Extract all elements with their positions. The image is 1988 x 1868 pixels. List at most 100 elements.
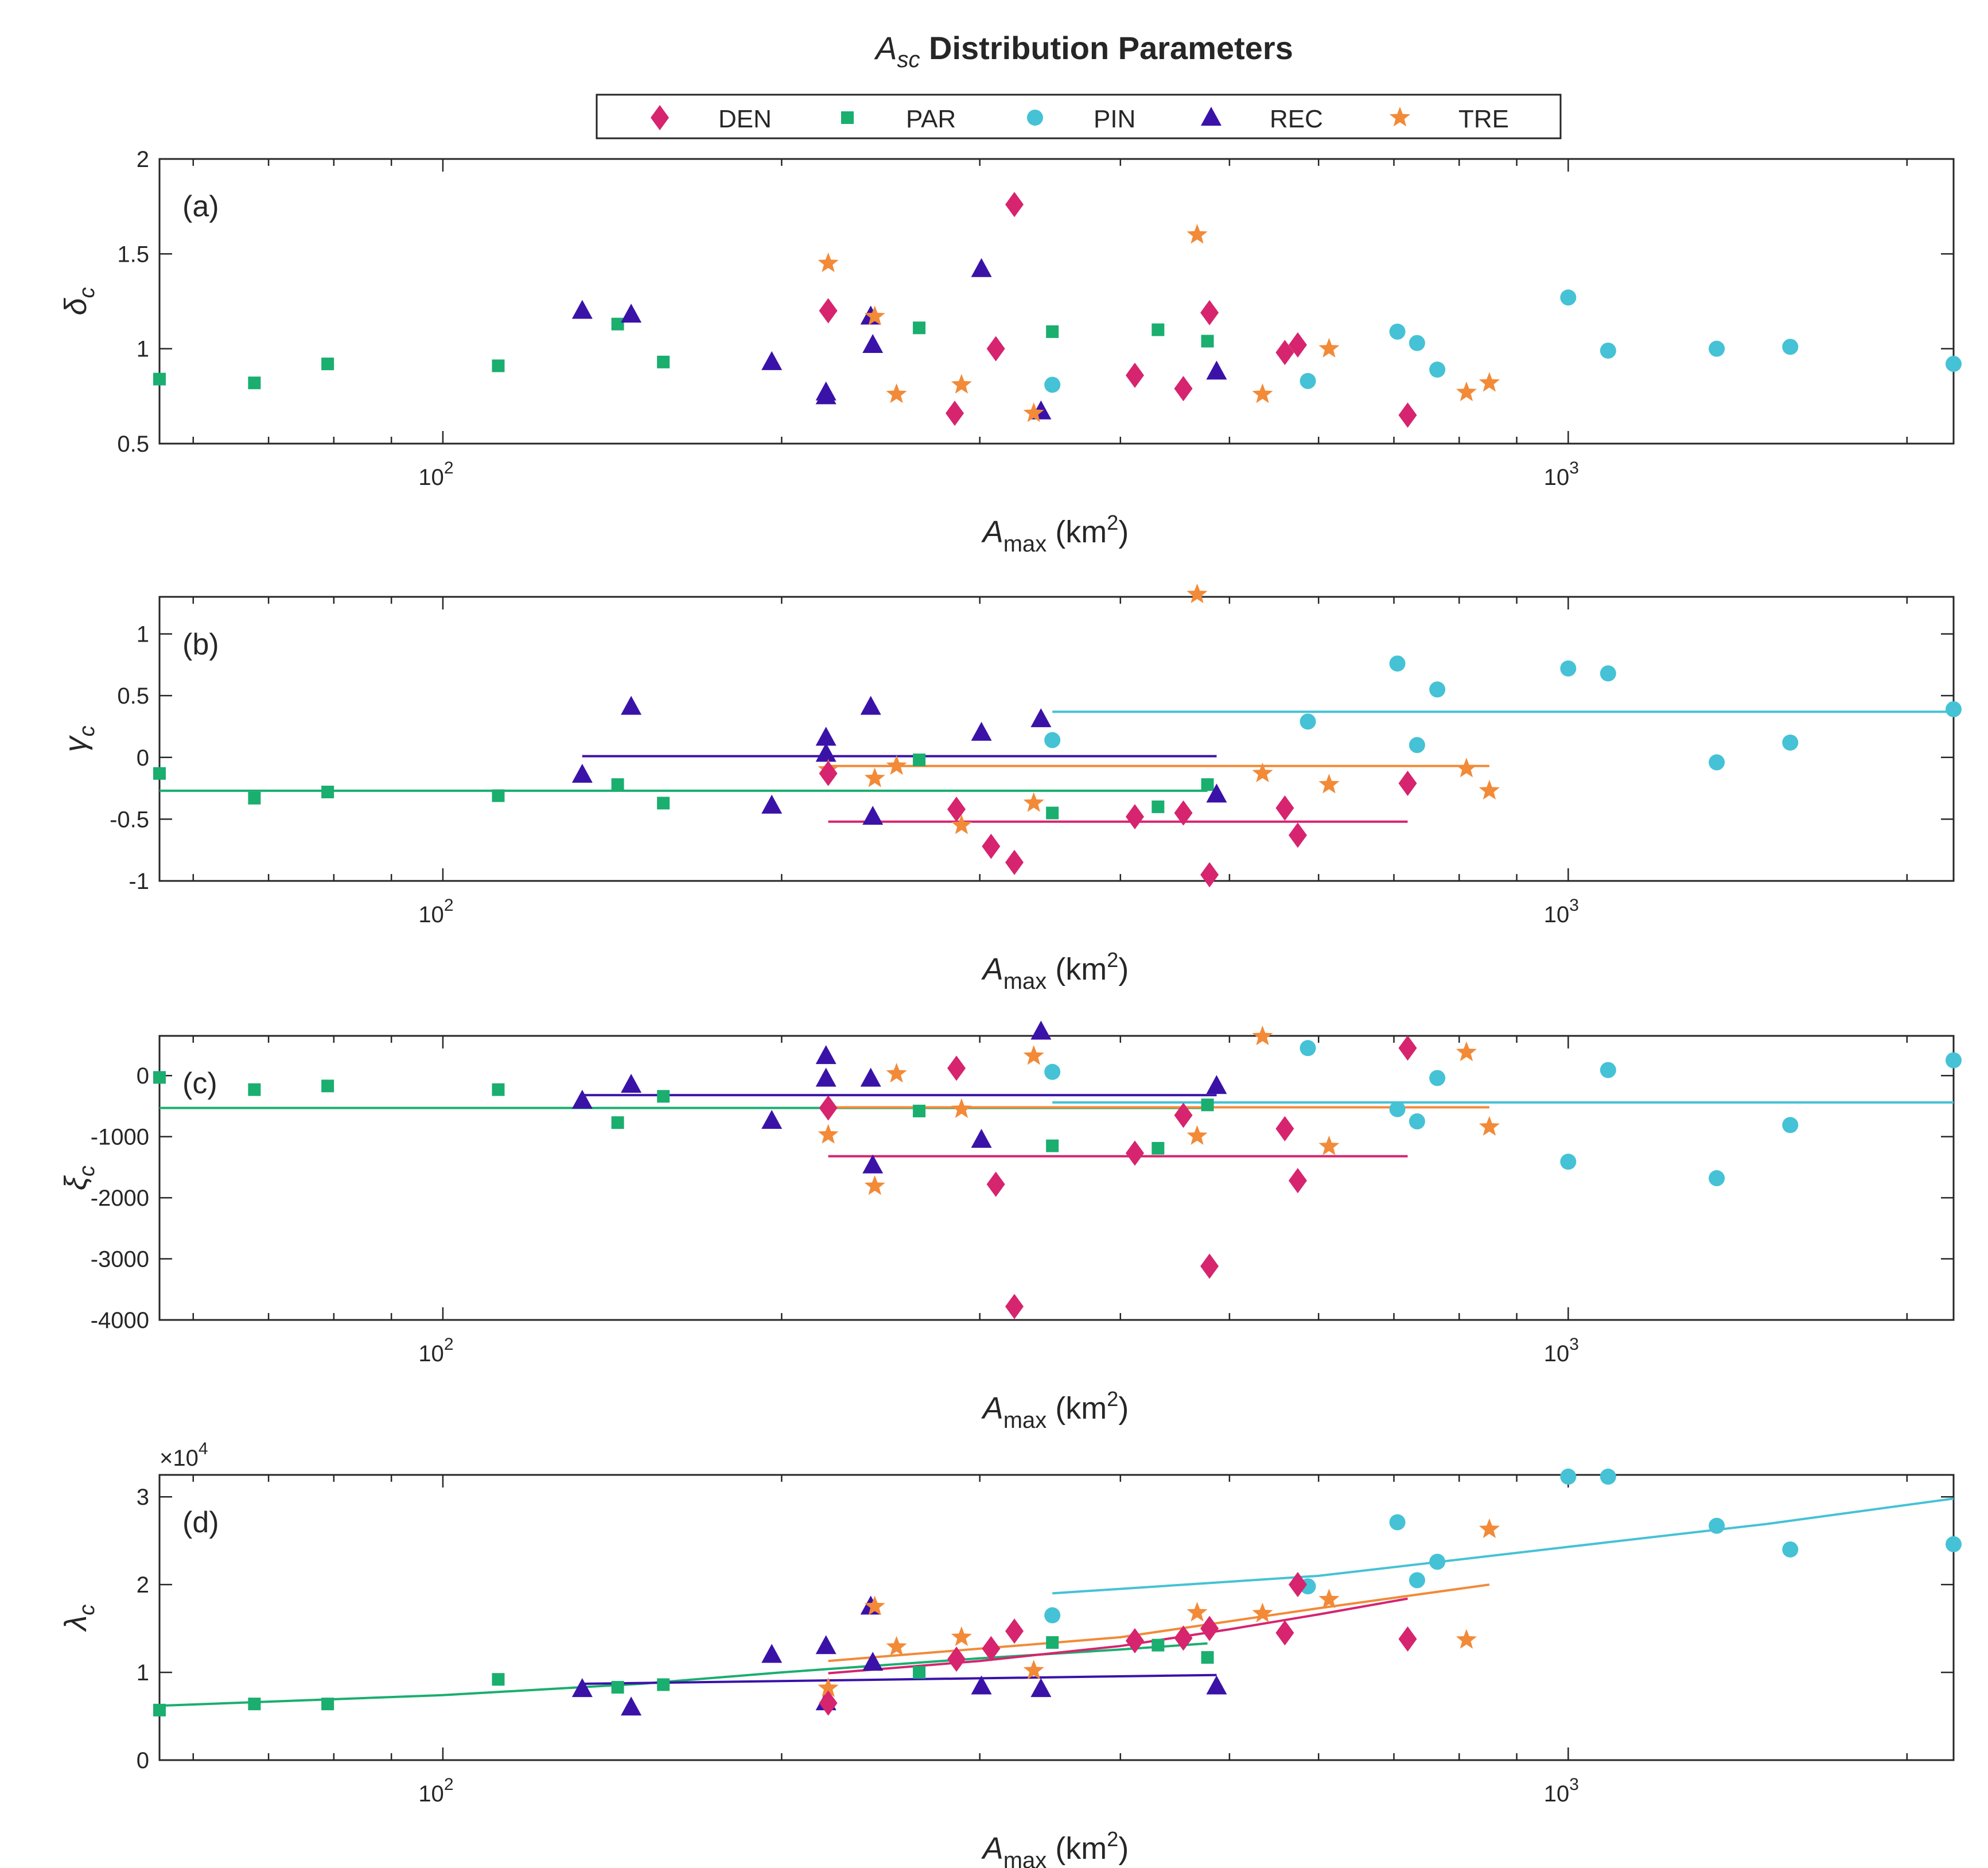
data-point-den	[982, 833, 1001, 859]
data-point-den	[1005, 192, 1024, 218]
data-point-par	[657, 797, 670, 810]
data-point-rec	[761, 794, 783, 814]
data-point-tre	[1252, 762, 1273, 783]
legend-entry-rec: REC	[1201, 105, 1323, 133]
data-point-pin	[1389, 655, 1406, 672]
data-point-pin	[1600, 665, 1616, 682]
data-point-den	[819, 760, 838, 786]
data-point-rec	[621, 696, 642, 715]
y-tick-label: 0	[137, 1748, 149, 1773]
data-point-par	[492, 789, 505, 802]
panel-a: 102 103 0.5 1 1.5 2 (a) δc Amax (km2)	[59, 147, 1962, 557]
data-point-den	[1288, 1168, 1307, 1194]
data-point-rec	[860, 1067, 881, 1087]
data-point-rec	[815, 1635, 837, 1655]
fit-line-rec	[582, 1673, 1217, 1685]
data-point-rec	[571, 300, 593, 319]
data-point-den	[1398, 1035, 1417, 1061]
data-point-tre	[1318, 774, 1340, 794]
data-point-tre	[1252, 1602, 1273, 1622]
data-point-par	[1046, 325, 1059, 338]
data-point-den	[1126, 362, 1145, 388]
data-point-par	[153, 767, 166, 780]
data-point-tre	[886, 755, 907, 775]
data-point-rec	[862, 1652, 884, 1671]
data-point-rec	[971, 1675, 992, 1695]
data-point-tre	[1318, 1589, 1340, 1609]
data-point-pin	[1560, 1469, 1577, 1485]
data-point-rec	[1030, 1678, 1052, 1698]
data-point-pin	[1600, 342, 1616, 359]
data-point-tre	[1456, 1041, 1477, 1062]
data-point-rec	[1206, 783, 1227, 803]
y-tick-label: -1	[129, 869, 149, 894]
data-point-pin	[1709, 1517, 1725, 1534]
data-point-pin	[1782, 1541, 1799, 1558]
panel-b: 102 103 -1 -0.5 0 0.5 1 (b) γc Amax (km2)	[59, 583, 1962, 994]
data-point-par	[153, 1071, 166, 1084]
data-point-den	[819, 1095, 838, 1121]
legend-entry-den: DEN	[651, 105, 772, 133]
data-point-tre	[1456, 1629, 1477, 1649]
data-point-rec	[862, 1154, 884, 1174]
data-point-par	[321, 1698, 334, 1711]
data-point-pin	[1409, 1572, 1425, 1589]
data-point-pin	[1409, 335, 1425, 351]
data-point-par	[611, 778, 624, 791]
data-point-den	[1200, 1253, 1219, 1279]
data-point-den	[1288, 822, 1307, 848]
y-tick-label: 0	[137, 745, 149, 771]
data-point-rec	[971, 1128, 992, 1148]
legend-label-rec: REC	[1270, 105, 1323, 133]
data-point-tre	[1023, 402, 1044, 422]
data-point-rec	[571, 1678, 593, 1698]
y-tick-label: -1000	[91, 1125, 149, 1150]
panel-d: 102 103 0 1 2 3 ×104 (d) λc Amax (km2)	[59, 1439, 1962, 1868]
legend-marker-tre	[1389, 107, 1411, 127]
data-point-par	[1151, 1141, 1165, 1155]
data-point-rec	[761, 1644, 783, 1663]
data-point-den	[1174, 800, 1193, 826]
data-point-pin	[1946, 1536, 1962, 1552]
data-point-rec	[860, 696, 881, 715]
data-point-rec	[1030, 708, 1052, 728]
data-point-den	[1398, 1626, 1417, 1652]
data-point-pin	[1600, 1062, 1616, 1078]
y-axis-label: γc	[59, 726, 99, 752]
data-point-tre	[1479, 1518, 1500, 1539]
data-point-den	[1398, 770, 1417, 796]
figure-title: Asc Distribution Parameters	[874, 30, 1293, 72]
data-point-pin	[1300, 713, 1316, 730]
data-point-pin	[1044, 1063, 1061, 1080]
data-point-rec	[761, 351, 783, 370]
data-point-par	[913, 754, 926, 767]
data-point-rec	[571, 763, 593, 783]
data-point-par	[492, 359, 505, 372]
data-point-den	[947, 797, 966, 822]
data-point-par	[611, 1681, 624, 1694]
y-tick-label: 0	[137, 1063, 149, 1089]
data-point-rec	[862, 806, 884, 825]
legend-marker-par	[841, 111, 854, 124]
data-point-rec	[761, 1109, 783, 1129]
axes-frame	[158, 596, 1955, 882]
data-point-par	[248, 791, 261, 805]
data-point-tre	[1252, 1026, 1273, 1046]
data-point-pin	[1044, 732, 1061, 748]
panel-label: (a)	[182, 190, 219, 223]
data-point-tre	[1023, 792, 1044, 812]
y-axis-label: λc	[59, 1605, 99, 1633]
data-point-rec	[621, 304, 642, 323]
data-point-den	[1174, 1102, 1193, 1128]
data-point-den	[1275, 1620, 1294, 1646]
data-point-tre	[818, 1124, 839, 1144]
x-axis-label: Amax (km2)	[981, 1387, 1129, 1433]
data-point-par	[611, 1116, 624, 1129]
data-point-par	[913, 1666, 926, 1679]
data-point-par	[657, 1090, 670, 1103]
data-point-pin	[1429, 362, 1446, 378]
data-point-rec	[621, 1074, 642, 1093]
data-point-tre	[951, 1626, 972, 1646]
data-point-den	[1126, 1140, 1145, 1166]
